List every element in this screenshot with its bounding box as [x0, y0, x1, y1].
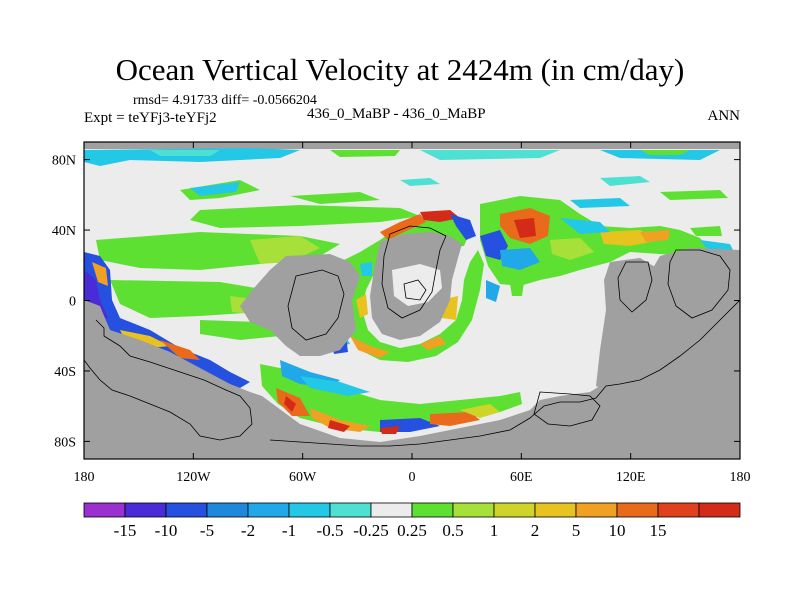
land-east-continent	[596, 258, 664, 392]
colorbar-swatch	[288, 502, 331, 518]
velocity-patch	[550, 238, 594, 260]
colorbar-swatch	[206, 502, 249, 518]
colorbar-swatch	[329, 502, 372, 518]
y-axis: 80N 40N 0 40S 80S	[52, 154, 740, 450]
y-tick-label: 80N	[52, 154, 76, 169]
x-tick-label: 180	[730, 470, 751, 485]
colorbar-swatch	[411, 502, 454, 518]
x-tick-label: 60W	[289, 470, 317, 485]
case-label: 436_0_MaBP - 436_0_MaBP	[307, 106, 486, 122]
velocity-patch	[514, 218, 536, 238]
velocity-patch	[190, 205, 420, 228]
y-tick-label: 80S	[54, 435, 76, 450]
colorbar-swatch	[534, 502, 577, 518]
velocity-patch	[330, 150, 400, 157]
velocity-patch	[420, 336, 446, 350]
velocity-patch	[84, 252, 250, 388]
y-tick-label: 40N	[52, 224, 76, 239]
colorbar: -15 -10 -5 -2 -1 -0.5 -0.25 0.25 0.5 1 2 5 10 15	[83, 502, 741, 540]
colorbar-swatch	[452, 502, 495, 518]
x-tick-label: 60E	[510, 470, 533, 485]
velocity-patch	[486, 280, 500, 302]
velocity-patch	[640, 230, 670, 242]
colorbar-swatch	[698, 502, 741, 518]
velocity-patch	[420, 210, 460, 222]
colorbar-label: 10	[609, 521, 626, 540]
colorbar-label: 5	[572, 521, 581, 540]
colorbar-label: -15	[114, 521, 137, 540]
coastlines	[84, 225, 740, 447]
velocity-patch	[300, 376, 370, 396]
velocity-patch	[570, 198, 630, 208]
y-tick-label: 0	[69, 295, 76, 310]
velocity-patch	[690, 226, 722, 236]
velocity-patch	[190, 182, 240, 196]
velocity-patch	[510, 282, 524, 296]
y-tick-label: 40S	[54, 365, 76, 380]
colorbar-swatch	[616, 502, 659, 518]
colorbar-label: -2	[241, 521, 255, 540]
velocity-patch	[640, 150, 690, 155]
chart-title: Ocean Vertical Velocity at 2424m (in cm/…	[115, 52, 685, 87]
land-antarctic-east	[262, 248, 740, 459]
velocity-patch	[328, 420, 350, 432]
colorbar-label: 1	[490, 521, 499, 540]
velocity-patch	[350, 336, 390, 358]
velocity-patch	[284, 396, 296, 412]
colorbar-label: 2	[531, 521, 540, 540]
velocity-patch	[84, 148, 300, 166]
colorbar-swatch	[247, 502, 290, 518]
velocity-patch	[160, 340, 200, 360]
velocity-patch	[600, 176, 650, 186]
velocity-patch	[150, 150, 220, 156]
experiment-label: Expt = teYFj3-teYFj2	[84, 110, 217, 126]
velocity-patch	[340, 216, 484, 362]
colorbar-label: -1	[282, 521, 296, 540]
season-label: ANN	[707, 108, 741, 124]
velocity-patch	[450, 214, 476, 240]
velocity-patch	[120, 330, 170, 348]
velocity-patch	[356, 294, 368, 318]
land-south-america-antarctic	[84, 300, 270, 459]
colorbar-label: -0.25	[353, 521, 388, 540]
velocity-patch	[290, 192, 380, 204]
colorbar-swatch	[370, 502, 413, 518]
colorbar-swatch	[493, 502, 536, 518]
colorbar-label: -0.5	[317, 521, 344, 540]
velocity-patch	[430, 412, 480, 426]
colorbar-swatch	[165, 502, 208, 518]
x-tick-label: 0	[409, 470, 416, 485]
velocity-patch	[560, 218, 610, 234]
velocity-patch	[660, 190, 728, 200]
colorbar-label: -5	[200, 521, 214, 540]
x-tick-label: 180	[74, 470, 95, 485]
velocity-patch	[310, 408, 370, 432]
colorbar-label: -10	[155, 521, 178, 540]
land-masses	[84, 232, 740, 459]
stats-text: rmsd= 4.91733 diff= -0.0566204	[133, 93, 317, 108]
velocity-patch	[360, 262, 372, 276]
x-tick-label: 120E	[616, 470, 646, 485]
velocity-patch	[420, 150, 560, 160]
map-field	[84, 142, 740, 459]
velocity-patch	[92, 262, 108, 286]
colorbar-swatch	[83, 502, 126, 518]
velocity-patch	[500, 248, 540, 270]
x-tick-label: 120W	[176, 470, 211, 485]
x-axis: 180 120W 60W 0 60E 120E 180	[74, 142, 751, 485]
colorbar-swatch	[575, 502, 618, 518]
colorbar-label: 0.25	[397, 521, 427, 540]
velocity-patch	[250, 236, 320, 264]
colorbar-swatch	[657, 502, 700, 518]
colorbar-label: 0.5	[442, 521, 463, 540]
land-africa-west	[240, 254, 360, 356]
velocity-patch	[400, 178, 440, 186]
colorbar-swatch	[124, 502, 167, 518]
velocity-patch	[460, 404, 500, 418]
colorbar-label: 15	[650, 521, 667, 540]
velocity-patch	[380, 426, 400, 434]
